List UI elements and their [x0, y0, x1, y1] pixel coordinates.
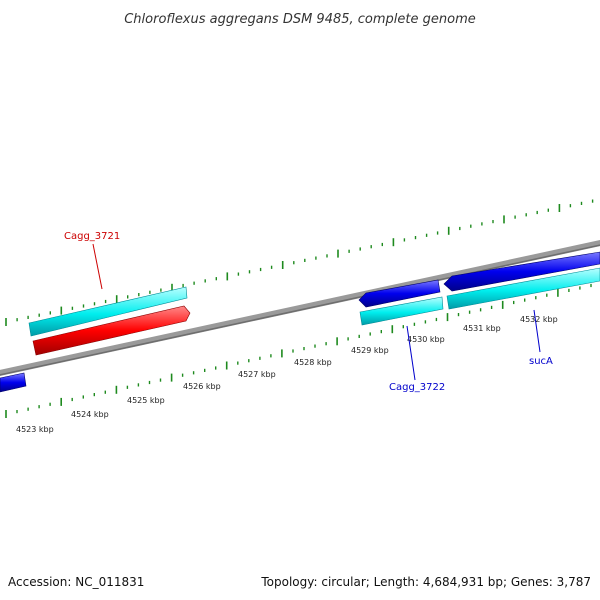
kbp-label-4529: 4529 kbp — [351, 346, 389, 355]
cagg3722-leader-line — [406, 325, 416, 381]
kbp-label-4530: 4530 kbp — [407, 335, 445, 344]
sucA-cds-arrow[interactable] — [443, 251, 600, 292]
left-partial-cds-arrow[interactable] — [0, 372, 27, 393]
kbp-label-4523: 4523 kbp — [16, 425, 54, 434]
kbp-labels: 4523 kbp 4524 kbp 4525 kbp 4526 kbp 4527… — [16, 315, 558, 434]
upper-tick-row — [5, 199, 594, 326]
kbp-label-4532: 4532 kbp — [520, 315, 558, 324]
kbp-label-4527: 4527 kbp — [238, 370, 276, 379]
cagg3721-label[interactable]: Cagg_3721 — [64, 231, 120, 242]
kbp-label-4531: 4531 kbp — [463, 324, 501, 333]
sucA-gene-bar[interactable] — [446, 267, 600, 310]
lower-tick-row — [5, 283, 592, 418]
map-title: Chloroflexus aggregans DSM 9485, complet… — [124, 12, 476, 27]
cagg3721-cds-arrow[interactable] — [32, 305, 191, 356]
kbp-label-4528: 4528 kbp — [294, 358, 332, 367]
accession-text: Accession: NC_011831 — [8, 575, 144, 589]
sucA-label[interactable]: sucA — [529, 356, 553, 367]
kbp-label-4526: 4526 kbp — [183, 382, 221, 391]
cagg3722-cds-arrow[interactable] — [358, 279, 441, 308]
kbp-label-4524: 4524 kbp — [71, 410, 109, 419]
sucA-leader-line — [533, 309, 541, 353]
cagg3721-leader-line — [92, 243, 103, 290]
cagg3722-label[interactable]: Cagg_3722 — [389, 382, 445, 393]
genome-summary-text: Topology: circular; Length: 4,684,931 bp… — [260, 575, 591, 589]
kbp-label-4525: 4525 kbp — [127, 396, 165, 405]
cagg3721-gene-bar[interactable] — [28, 286, 188, 337]
cagg3722-gene-bar[interactable] — [359, 296, 444, 326]
genome-backbone — [0, 240, 600, 376]
